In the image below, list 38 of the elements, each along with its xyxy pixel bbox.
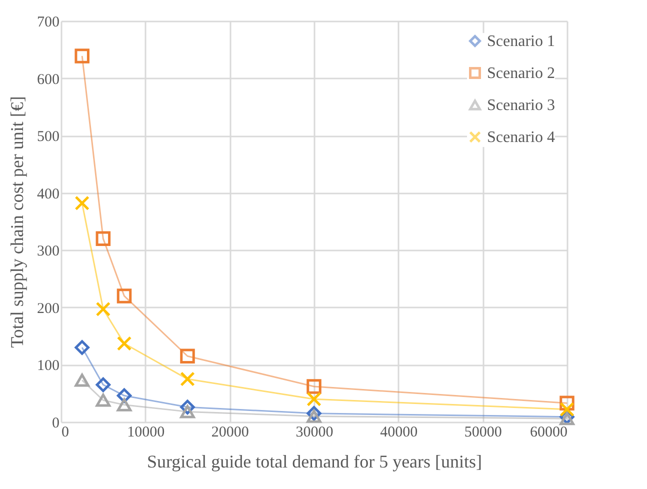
x-tick-label: 50000 [464, 424, 502, 440]
legend-label: Scenario 1 [487, 33, 555, 50]
y-tick-label: 300 [37, 244, 60, 260]
point [74, 374, 90, 387]
x-tick-label: 10000 [127, 424, 165, 440]
y-tick-label: 100 [37, 358, 60, 374]
x-tick-label: 40000 [380, 424, 418, 440]
point [74, 196, 90, 211]
point [560, 412, 574, 426]
point [116, 398, 132, 412]
point [96, 377, 111, 392]
point [74, 340, 90, 355]
legend-label: Scenario 2 [487, 65, 555, 82]
point [116, 288, 132, 304]
point [306, 392, 322, 406]
y-axis-title: Total supply chain cost per unit [€] [7, 96, 27, 348]
point [96, 231, 111, 246]
y-tick-label: 400 [37, 186, 60, 202]
point [180, 372, 195, 386]
point [560, 402, 574, 417]
legend-label: Scenario 3 [487, 97, 555, 114]
point [180, 348, 195, 364]
point [306, 410, 322, 423]
point [306, 379, 322, 394]
x-tick-label: 20000 [211, 424, 249, 440]
point [116, 336, 132, 351]
x-tick-label: 60000 [530, 424, 568, 440]
y-tick-label: 500 [37, 129, 60, 146]
point [74, 48, 90, 64]
point [96, 302, 111, 317]
y-tick-label: 200 [37, 300, 60, 317]
point [180, 405, 195, 418]
x-axis-title: Surgical guide total demand for 5 years [units] [146, 452, 482, 472]
y-tick-label: 600 [37, 72, 60, 88]
x-tick-label: 30000 [296, 424, 334, 440]
y-tick-label: 700 [37, 14, 60, 30]
point [96, 394, 111, 407]
legend-label: Scenario 4 [487, 129, 555, 146]
